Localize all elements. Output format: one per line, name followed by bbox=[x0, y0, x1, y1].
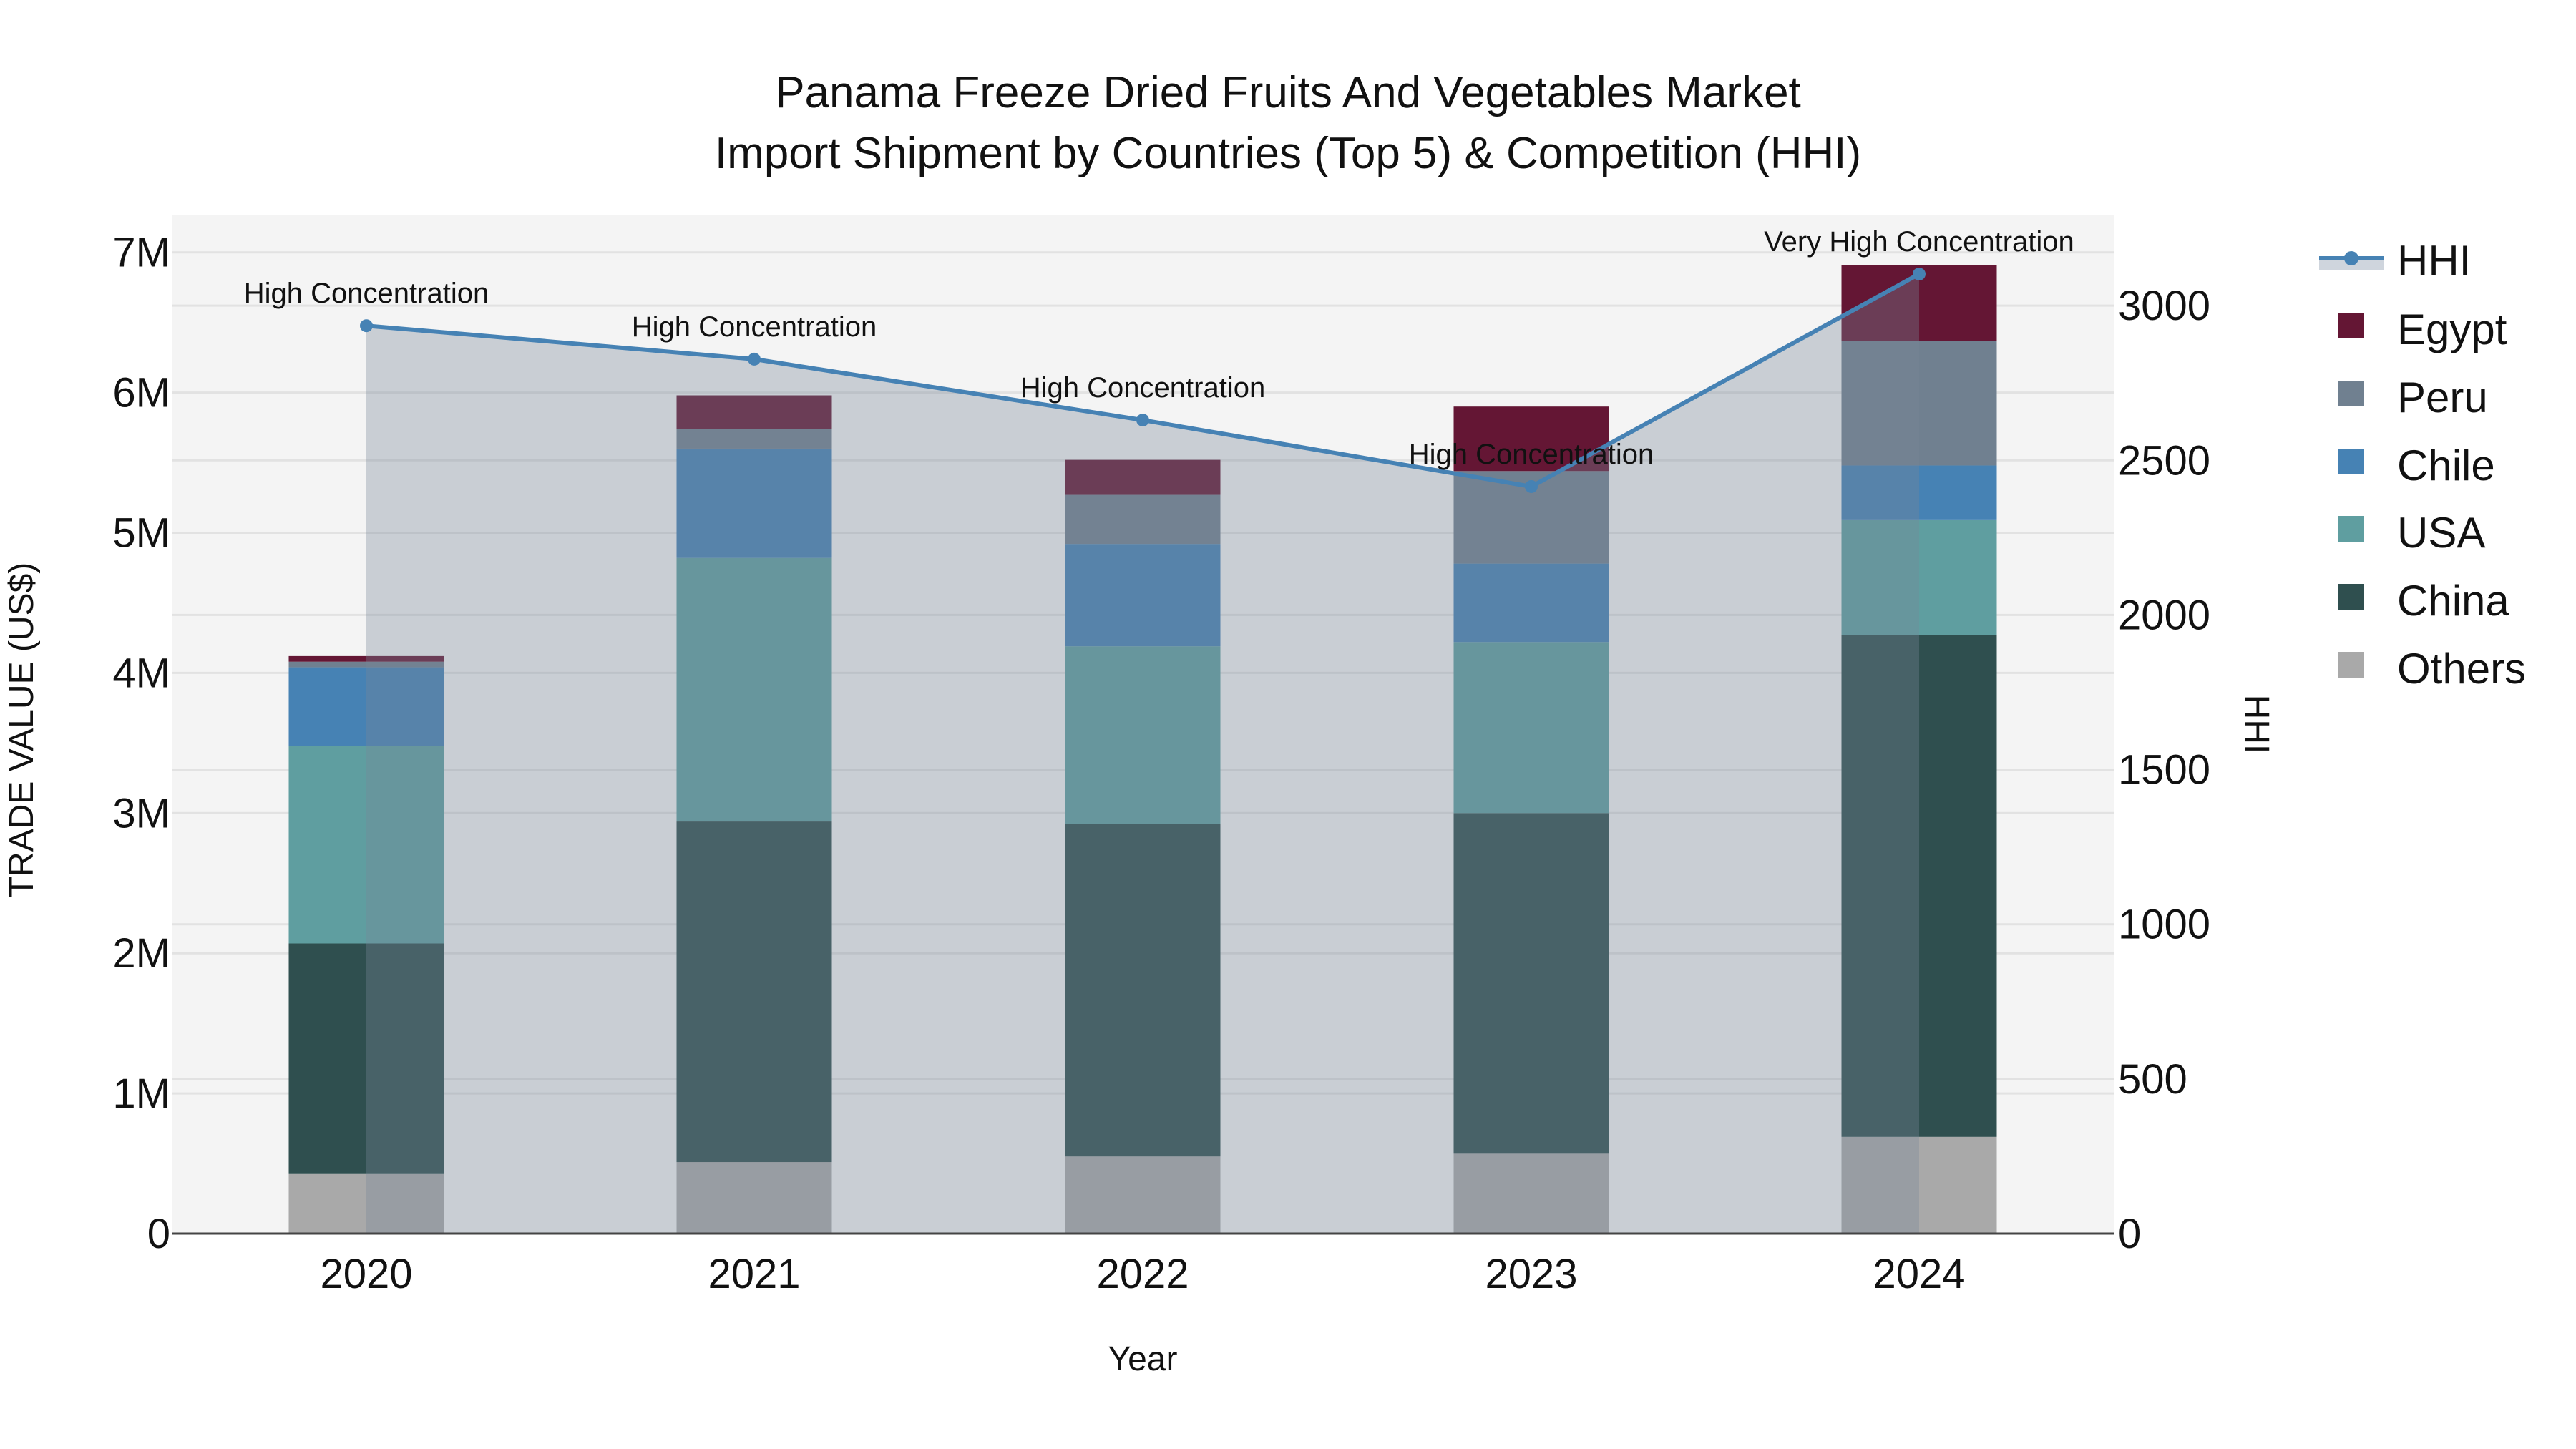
legend-item-chile: Chile bbox=[2338, 441, 2495, 489]
hhi-annotation-2020: High Concentration bbox=[244, 278, 489, 309]
legend-swatch-china bbox=[2338, 584, 2364, 610]
bar-stack-2022 bbox=[1065, 459, 1221, 1234]
legend-item-peru: Peru bbox=[2338, 374, 2488, 421]
bar-segment-egypt bbox=[676, 395, 832, 429]
y-left-tick-label: 1M bbox=[112, 1070, 170, 1117]
legend-swatch-peru bbox=[2338, 381, 2364, 406]
bar-stack-2023 bbox=[1453, 406, 1609, 1234]
bar-segment-usa bbox=[1065, 646, 1221, 824]
bar-segment-chile bbox=[1453, 563, 1609, 643]
bar-segment-usa bbox=[288, 746, 444, 944]
bar-segment-usa bbox=[676, 557, 832, 822]
bar-segment-usa bbox=[1453, 642, 1609, 814]
bar-stack-2021 bbox=[676, 395, 832, 1234]
hhi-marker-2023 bbox=[1525, 479, 1538, 493]
legend-hhi-marker bbox=[2344, 251, 2358, 265]
x-tick-label: 2021 bbox=[708, 1251, 800, 1297]
y-right-tick-label: 0 bbox=[2118, 1211, 2141, 1257]
hhi-annotation-2021: High Concentration bbox=[632, 311, 877, 343]
y-left-tick-label: 2M bbox=[112, 930, 170, 977]
bar-segment-others bbox=[1453, 1153, 1609, 1234]
bar-segment-peru bbox=[676, 429, 832, 449]
bar-segment-peru bbox=[288, 661, 444, 668]
legend-swatch-usa bbox=[2338, 516, 2364, 542]
y-left-axis-title: TRADE VALUE (US$) bbox=[3, 562, 41, 898]
y-right-tick-label: 2000 bbox=[2118, 592, 2210, 638]
hhi-annotation-2024: Very High Concentration bbox=[1764, 226, 2074, 258]
legend: HHI Egypt Peru Chile USA China Others bbox=[2319, 237, 2526, 693]
hhi-marker-2022 bbox=[1136, 414, 1149, 427]
bar-segment-china bbox=[1065, 824, 1221, 1157]
bar-stack-2024 bbox=[1841, 265, 1997, 1234]
chart-title-line2: Import Shipment by Countries (Top 5) & C… bbox=[715, 129, 1861, 178]
bar-stack-2020 bbox=[288, 655, 444, 1234]
x-tick-label: 2024 bbox=[1873, 1251, 1965, 1297]
hhi-annotations: High Concentration High Concentration High… bbox=[244, 226, 2074, 470]
legend-item-china: China bbox=[2338, 577, 2509, 625]
y-right-tick-label: 1000 bbox=[2118, 902, 2210, 948]
bar-segment-china bbox=[288, 943, 444, 1174]
bar-segment-egypt bbox=[1065, 459, 1221, 495]
bar-segment-others bbox=[1841, 1136, 1997, 1234]
y-right-tick-label: 3000 bbox=[2118, 283, 2210, 329]
x-axis-ticks: 2020 2021 2022 2023 2024 bbox=[320, 1251, 1965, 1297]
hhi-marker-2020 bbox=[360, 319, 373, 333]
legend-label: China bbox=[2397, 577, 2509, 625]
legend-swatch-others bbox=[2338, 652, 2364, 678]
y-left-axis-ticks: 0 1M 2M 3M 4M 5M 6M 7M bbox=[112, 230, 170, 1257]
y-left-tick-label: 0 bbox=[147, 1211, 170, 1257]
legend-item-egypt: Egypt bbox=[2338, 306, 2507, 353]
x-tick-label: 2022 bbox=[1096, 1251, 1189, 1297]
bar-segment-chile bbox=[676, 448, 832, 558]
bar-segment-peru bbox=[1841, 341, 1997, 466]
bar-segment-others bbox=[676, 1162, 832, 1234]
bar-segment-others bbox=[1065, 1156, 1221, 1234]
bar-segment-peru bbox=[1065, 494, 1221, 545]
hhi-area bbox=[366, 274, 1919, 1234]
hhi-marker-2021 bbox=[748, 352, 761, 366]
bar-segment-usa bbox=[1841, 519, 1997, 635]
stacked-bars bbox=[288, 265, 1997, 1234]
y-left-tick-label: 5M bbox=[112, 510, 170, 557]
hhi-annotation-2023: High Concentration bbox=[1409, 439, 1654, 470]
bar-segment-china bbox=[676, 821, 832, 1163]
legend-label: USA bbox=[2397, 509, 2485, 557]
hhi-annotation-2022: High Concentration bbox=[1020, 372, 1265, 404]
hhi-line bbox=[360, 268, 1926, 493]
bar-segment-chile bbox=[288, 667, 444, 746]
y-left-tick-label: 3M bbox=[112, 790, 170, 836]
legend-item-hhi: HHI bbox=[2319, 237, 2471, 285]
y-right-tick-label: 500 bbox=[2118, 1056, 2187, 1103]
y-left-tick-label: 6M bbox=[112, 370, 170, 416]
x-tick-label: 2023 bbox=[1485, 1251, 1577, 1297]
chart-title-line1: Panama Freeze Dried Fruits And Vegetable… bbox=[775, 68, 1801, 117]
y-right-tick-label: 2500 bbox=[2118, 437, 2210, 484]
bar-segment-chile bbox=[1841, 465, 1997, 520]
legend-swatch-chile bbox=[2338, 449, 2364, 474]
hhi-marker-2024 bbox=[1913, 268, 1926, 281]
x-tick-label: 2020 bbox=[320, 1251, 412, 1297]
bar-segment-others bbox=[288, 1173, 444, 1234]
y-right-tick-label: 1500 bbox=[2118, 747, 2210, 794]
y-right-axis-title: HHI bbox=[2238, 695, 2275, 754]
legend-label: Chile bbox=[2397, 441, 2495, 489]
bar-segment-egypt bbox=[288, 655, 444, 662]
legend-label: Others bbox=[2397, 645, 2526, 693]
legend-item-others: Others bbox=[2338, 645, 2526, 693]
bar-segment-china bbox=[1841, 635, 1997, 1137]
bar-segment-chile bbox=[1065, 544, 1221, 647]
legend-label: Peru bbox=[2397, 374, 2488, 421]
legend-label: HHI bbox=[2397, 237, 2471, 285]
legend-label: Egypt bbox=[2397, 306, 2507, 353]
y-left-tick-label: 4M bbox=[112, 650, 170, 696]
x-axis-title: Year bbox=[1108, 1340, 1178, 1378]
y-right-axis-ticks: 0 500 1000 1500 2000 2500 3000 bbox=[2118, 283, 2210, 1257]
legend-item-usa: USA bbox=[2338, 509, 2485, 557]
hhi-area-fill bbox=[366, 274, 1919, 1234]
bar-segment-china bbox=[1453, 813, 1609, 1154]
y-left-tick-label: 7M bbox=[112, 230, 170, 276]
legend-swatch-egypt bbox=[2338, 313, 2364, 338]
